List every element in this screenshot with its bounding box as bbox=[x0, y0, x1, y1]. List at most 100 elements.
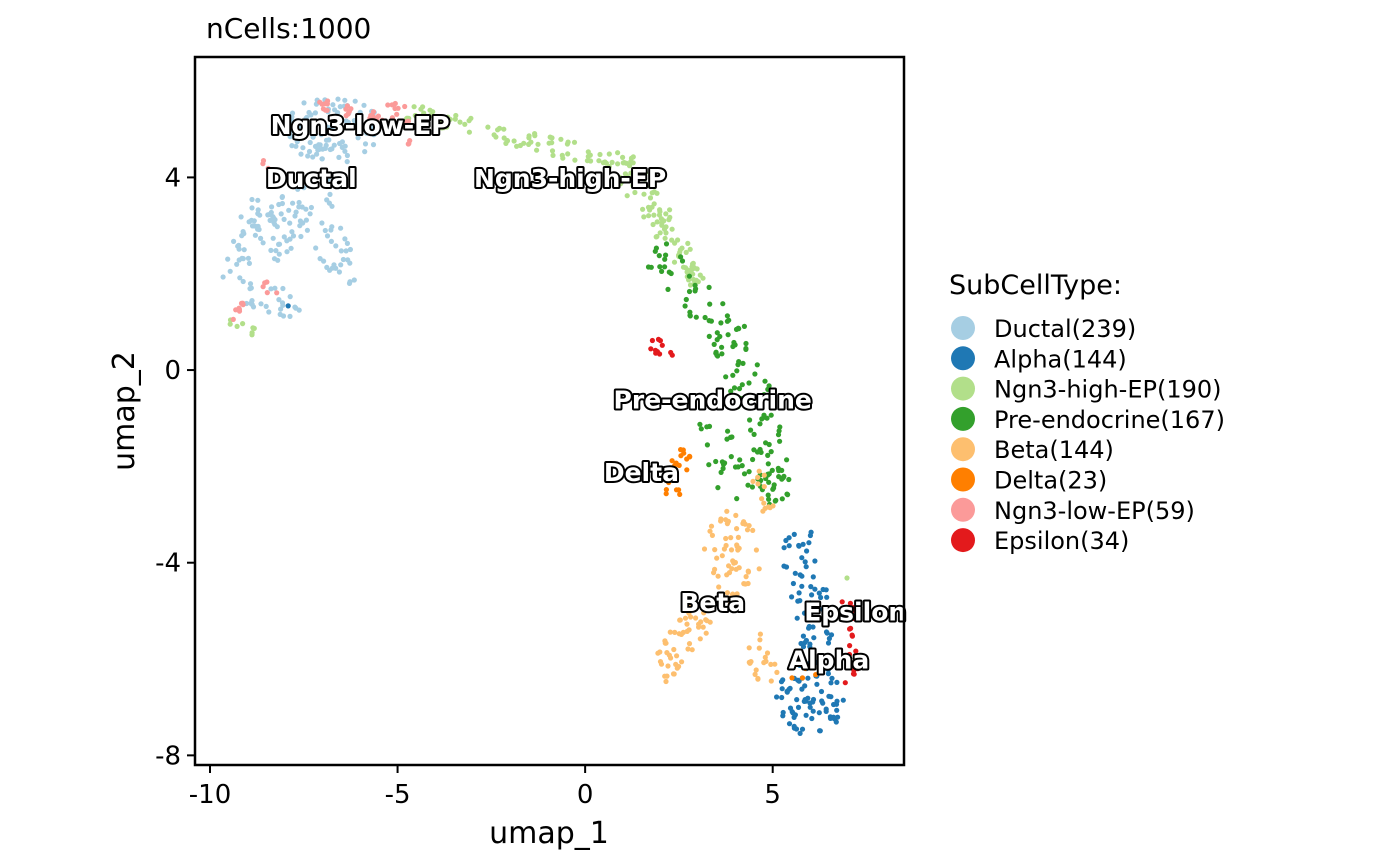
scatter-point bbox=[829, 675, 835, 681]
scatter-point bbox=[807, 600, 814, 606]
scatter-point bbox=[357, 109, 363, 115]
scatter-point bbox=[779, 694, 785, 701]
scatter-point bbox=[780, 713, 786, 719]
scatter-point bbox=[828, 680, 834, 686]
scatter-point bbox=[765, 452, 771, 458]
legend-label: Delta(23) bbox=[994, 467, 1107, 495]
scatter-point bbox=[344, 159, 350, 165]
scatter-point bbox=[258, 301, 264, 307]
scatter-point bbox=[297, 223, 303, 229]
scatter-point bbox=[343, 118, 349, 124]
scatter-point bbox=[719, 553, 725, 559]
scatter-point bbox=[750, 478, 756, 484]
scatter-point bbox=[312, 110, 318, 116]
scatter-point bbox=[802, 697, 808, 703]
scatter-point bbox=[816, 590, 822, 596]
scatter-point bbox=[236, 306, 242, 312]
scatter-point bbox=[466, 118, 472, 124]
scatter-point bbox=[719, 344, 725, 350]
scatter-point bbox=[806, 540, 812, 546]
scatter-point bbox=[701, 610, 707, 616]
scatter-point bbox=[284, 249, 290, 255]
scatter-point bbox=[367, 117, 373, 124]
scatter-point bbox=[817, 728, 823, 734]
scatter-point bbox=[663, 491, 669, 497]
legend-label: Ductal(239) bbox=[994, 315, 1136, 343]
scatter-point bbox=[622, 171, 629, 177]
scatter-point bbox=[781, 545, 787, 551]
scatter-point bbox=[674, 653, 680, 659]
scatter-point bbox=[264, 290, 270, 296]
scatter-point bbox=[260, 161, 266, 167]
scatter-point bbox=[255, 211, 261, 217]
scatter-point bbox=[808, 605, 814, 611]
scatter-point bbox=[672, 462, 678, 468]
scatter-point bbox=[634, 176, 641, 182]
scatter-point bbox=[234, 323, 240, 329]
scatter-point bbox=[316, 146, 322, 152]
scatter-point bbox=[344, 240, 350, 246]
cluster-labels: Ductal Alpha Ngn3-high-EP Pre-endocrine Beta… bbox=[264, 109, 908, 677]
scatter-point bbox=[265, 165, 271, 171]
scatter-point bbox=[314, 151, 320, 157]
scatter-point bbox=[724, 313, 731, 319]
scatter-point bbox=[850, 671, 857, 677]
scatter-point bbox=[820, 667, 826, 673]
scatter-point bbox=[310, 154, 316, 160]
scatter-point bbox=[453, 112, 459, 119]
scatter-point bbox=[560, 155, 566, 161]
scatter-point bbox=[753, 667, 759, 673]
scatter-point bbox=[813, 659, 820, 666]
scatter-point bbox=[269, 204, 275, 210]
scatter-point bbox=[322, 145, 328, 151]
scatter-point bbox=[295, 186, 301, 192]
scatter-point bbox=[305, 153, 311, 159]
scatter-point bbox=[466, 129, 472, 135]
scatter-point bbox=[790, 710, 796, 716]
scatter-point bbox=[286, 207, 292, 213]
scatter-point bbox=[729, 434, 735, 440]
scatter-point bbox=[812, 586, 818, 592]
scatter-point bbox=[287, 130, 293, 136]
cluster-label: Ductal bbox=[266, 164, 357, 193]
scatter-point bbox=[298, 119, 304, 125]
scatter-point bbox=[768, 678, 774, 684]
scatter-point bbox=[307, 211, 313, 217]
scatter-point bbox=[546, 140, 552, 146]
scatter-point bbox=[752, 371, 758, 377]
scatter-point bbox=[776, 474, 782, 480]
scatter-point bbox=[789, 675, 795, 681]
scatter-point bbox=[296, 204, 302, 210]
scatter-point bbox=[750, 527, 756, 534]
scatter-point bbox=[800, 633, 807, 639]
scatter-point bbox=[318, 132, 324, 138]
scatter-point bbox=[686, 288, 693, 295]
scatter-point bbox=[707, 528, 713, 534]
scatter-point bbox=[706, 423, 713, 429]
scatter-point bbox=[632, 189, 638, 196]
scatter-point bbox=[268, 247, 274, 253]
scatter-point bbox=[772, 661, 778, 667]
scatter-point bbox=[679, 245, 685, 251]
scatter-point bbox=[719, 351, 725, 357]
scatter-point bbox=[849, 608, 856, 614]
scatter-point bbox=[240, 321, 246, 327]
y-tick-label: -8 bbox=[155, 741, 181, 771]
scatter-point bbox=[818, 688, 825, 695]
scatter-point bbox=[237, 275, 243, 281]
scatter-point bbox=[683, 296, 689, 303]
scatter-point bbox=[662, 235, 668, 241]
x-axis-title: umap_1 bbox=[489, 816, 609, 851]
scatter-point bbox=[395, 105, 401, 111]
scatter-point bbox=[225, 256, 231, 262]
scatter-point bbox=[258, 235, 264, 241]
scatter-point bbox=[706, 318, 712, 324]
scatter-point bbox=[236, 246, 242, 252]
scatter-point bbox=[501, 135, 507, 141]
scatter-point bbox=[745, 569, 752, 575]
scatter-point bbox=[663, 224, 669, 230]
scatter-point bbox=[687, 269, 694, 275]
scatter-point bbox=[680, 264, 687, 270]
scatter-point bbox=[255, 226, 261, 232]
